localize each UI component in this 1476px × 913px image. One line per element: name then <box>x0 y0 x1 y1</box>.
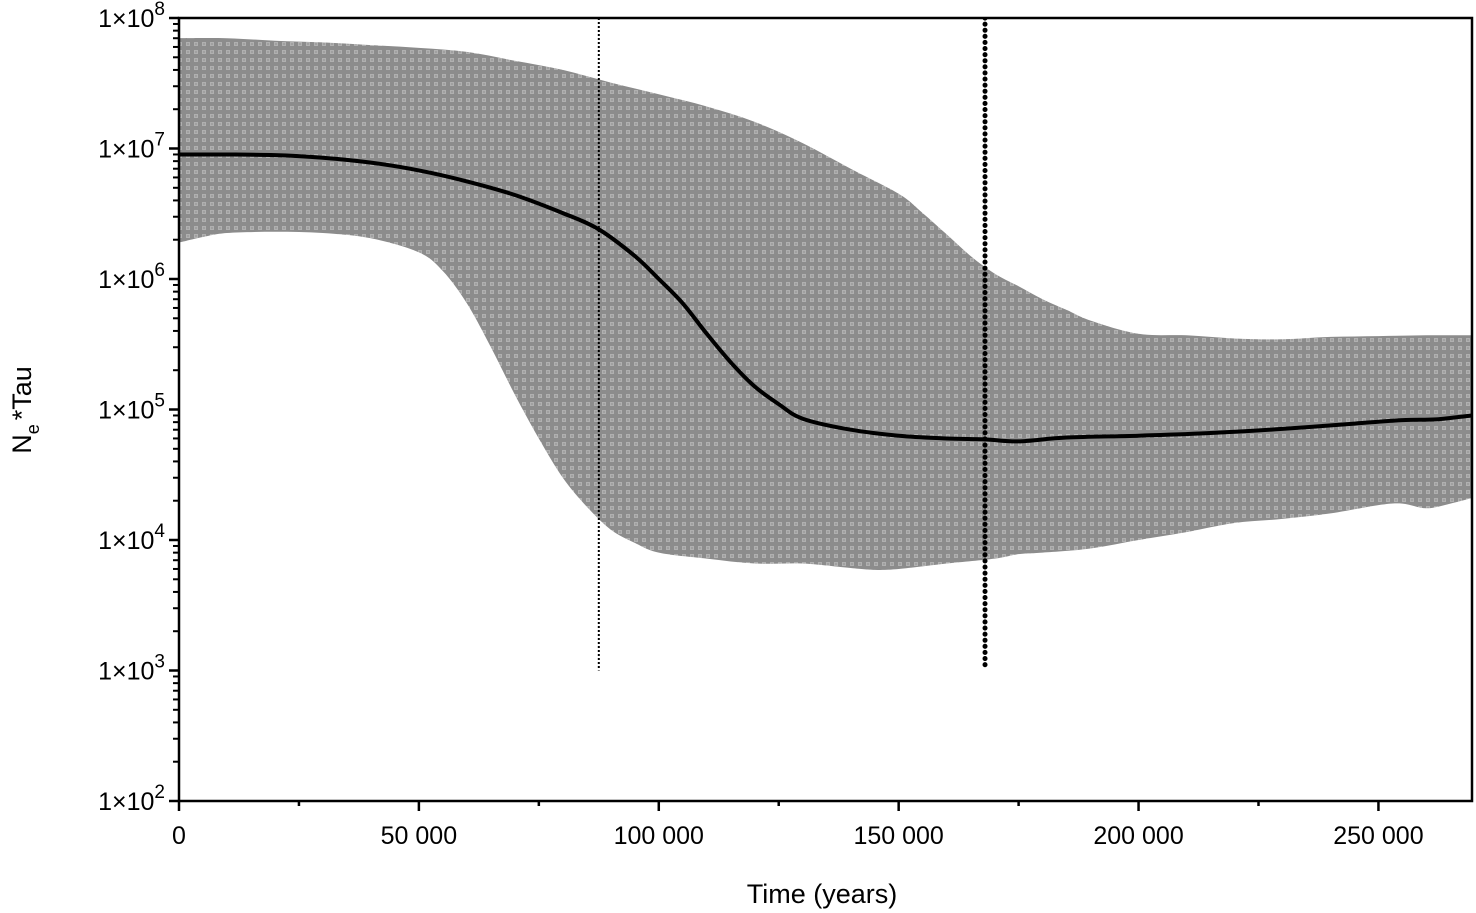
y-tick-label: 1×105 <box>98 391 165 425</box>
y-axis-ticks <box>169 16 179 803</box>
y-tick-label: 1×102 <box>98 782 165 816</box>
hpd-confidence-band <box>179 38 1472 570</box>
x-tick-label: 100 000 <box>614 822 704 850</box>
x-axis-title: Time (years) <box>747 879 898 909</box>
x-tick-label: 200 000 <box>1093 822 1183 850</box>
x-tick-label: 150 000 <box>853 822 943 850</box>
x-axis-ticks <box>177 801 1380 811</box>
y-tick-label: 1×104 <box>98 521 165 555</box>
y-tick-label: 1×106 <box>98 260 165 294</box>
x-axis-tick-labels: 0 50 000 100 000 150 000 200 000 250 000 <box>172 822 1424 850</box>
median-line <box>179 152 1472 444</box>
x-tick-label: 50 000 <box>381 822 457 850</box>
y-axis-title-rest: *Tau <box>7 366 37 420</box>
y-axis-tick-labels: 1×102 1×103 1×104 1×105 1×106 1×107 1×108 <box>98 0 165 816</box>
x-tick-label: 0 <box>172 822 186 850</box>
y-axis-title-main: N <box>7 434 37 454</box>
y-axis-title-subscript: e <box>23 424 43 434</box>
x-tick-label: 250 000 <box>1333 822 1423 850</box>
y-tick-label: 1×108 <box>98 0 165 33</box>
y-axis-title: Ne *Tau <box>7 366 43 454</box>
y-tick-label: 1×103 <box>98 652 165 686</box>
plot-area <box>179 18 1472 673</box>
y-tick-label: 1×107 <box>98 130 165 164</box>
